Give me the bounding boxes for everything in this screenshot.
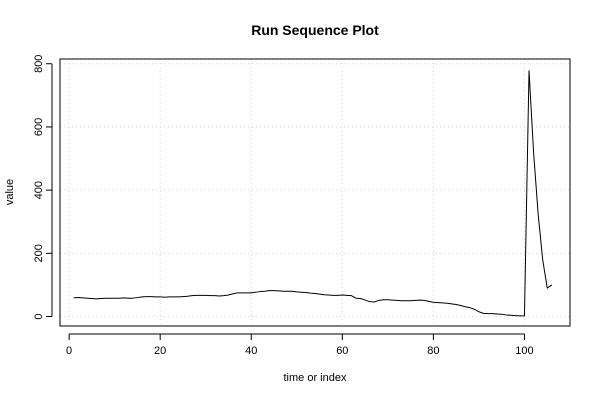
x-tick-label-3: 60 [336,345,348,357]
chart-title: Run Sequence Plot [251,22,379,38]
x-axis-label: time or index [284,372,347,384]
y-tick-label-1: 200 [33,244,45,262]
plot-frame [59,58,571,327]
y-tick-label-2: 400 [33,181,45,199]
series-layer [73,70,553,317]
x-tick-label-1: 20 [154,345,166,357]
x-tick-label-2: 40 [245,345,257,357]
x-axis: 0 20 40 60 80 100 [66,333,534,357]
y-tick-label-0: 0 [33,313,45,319]
x-tick-label-4: 80 [427,345,439,357]
y-tick-label-3: 600 [33,118,45,136]
grid-lines [60,59,570,326]
series-line-0 [73,70,553,317]
y-tick-label-4: 800 [33,55,45,73]
y-axis-label: value [4,179,16,205]
y-axis: 0 200 400 600 800 [33,55,53,320]
x-tick-label-5: 100 [515,345,533,357]
x-tick-label-0: 0 [66,345,72,357]
